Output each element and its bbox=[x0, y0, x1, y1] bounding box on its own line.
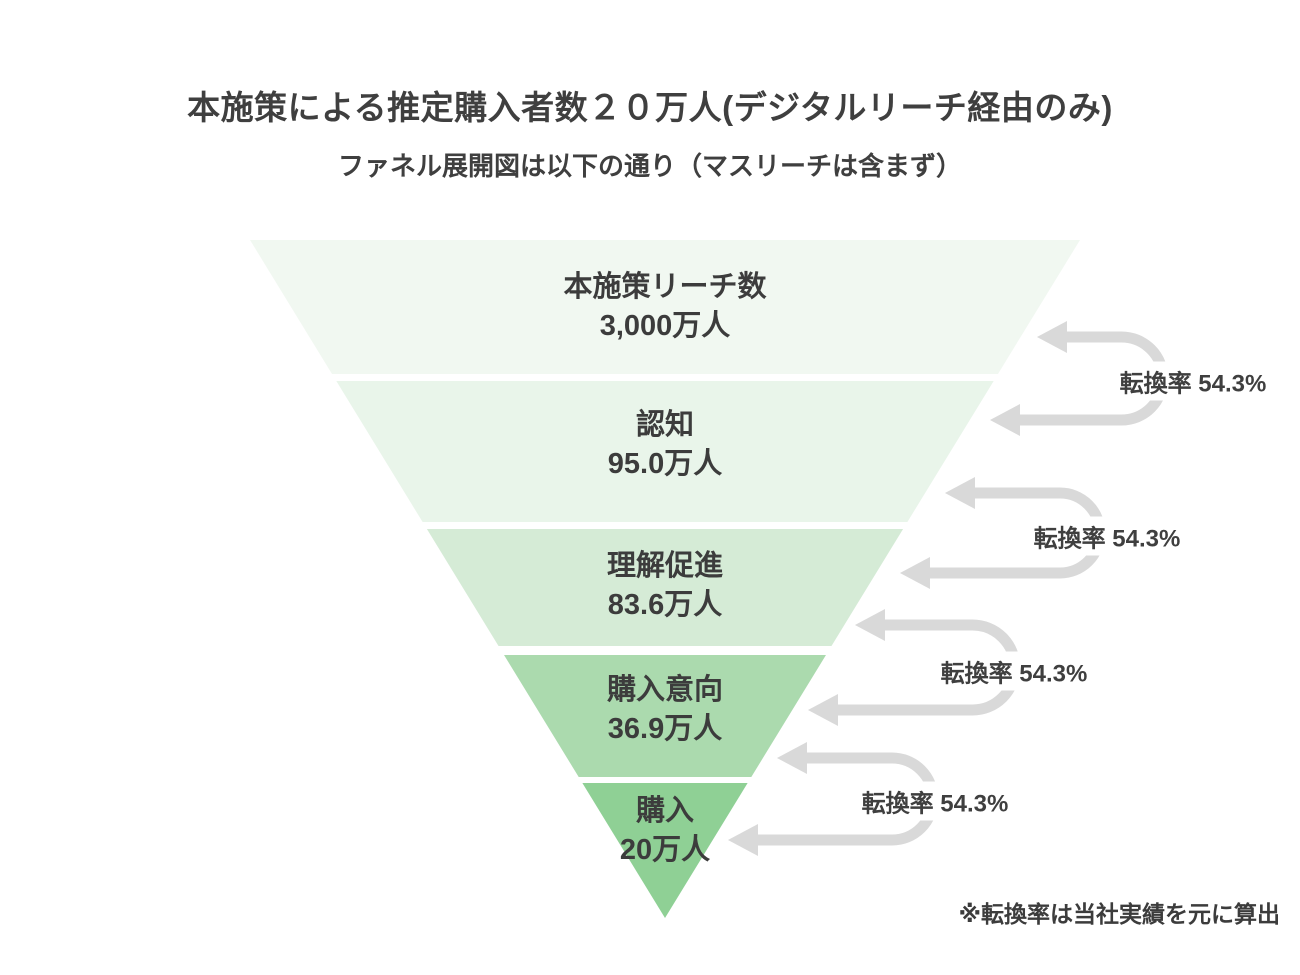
funnel-stage-text-2: 認知 95.0万人 bbox=[608, 406, 722, 484]
conversion-arrowhead-top-3 bbox=[855, 609, 885, 641]
funnel-stage-text-3: 理解促進 83.6万人 bbox=[607, 547, 723, 625]
conversion-rate-label-2: 転換率 54.3% bbox=[1028, 516, 1186, 556]
conversion-arrowhead-bottom-3 bbox=[808, 694, 838, 726]
footnote: ※転換率は当社実績を元に算出 bbox=[958, 901, 1280, 927]
stage-label: 理解促進 bbox=[606, 550, 724, 582]
stage-label: 購入 bbox=[635, 795, 695, 827]
page-subtitle: ファネル展開図は以下の通り（マスリーチは含まず） bbox=[337, 151, 962, 181]
conversion-rate-label-4: 転換率 54.3% bbox=[856, 781, 1014, 821]
stage-value: 36.9万人 bbox=[607, 713, 723, 745]
stage-value: 20万人 bbox=[619, 834, 711, 866]
funnel-stage-shape-2 bbox=[336, 381, 994, 522]
conversion-arrowhead-bottom-2 bbox=[900, 557, 930, 589]
stage-label: 本施策リーチ数 bbox=[563, 271, 767, 303]
conversion-rate-label-1: 転換率 54.3% bbox=[1114, 361, 1272, 401]
funnel-stage-shape-3 bbox=[426, 529, 904, 646]
conversion-rate-label-3: 転換率 54.3% bbox=[935, 651, 1093, 691]
conversion-arrowhead-top-1 bbox=[1037, 321, 1067, 353]
funnel-stage-shape-4 bbox=[504, 655, 826, 777]
page-title: 本施策による推定購入者数２０万人(デジタルリーチ経由のみ) bbox=[187, 89, 1113, 126]
funnel-stage-shape-1 bbox=[250, 240, 1080, 374]
funnel-stage-text-1: 本施策リーチ数 3,000万人 bbox=[563, 268, 766, 346]
stage-value: 3,000万人 bbox=[599, 310, 731, 342]
funnel-stage-text-4: 購入意向 36.9万人 bbox=[607, 671, 723, 749]
stage-label: 認知 bbox=[635, 409, 695, 441]
conversion-arrowhead-bottom-1 bbox=[990, 404, 1020, 436]
conversion-arrowhead-top-4 bbox=[777, 742, 807, 774]
funnel-stage-text-5: 購入 20万人 bbox=[620, 792, 710, 870]
conversion-arrowhead-bottom-4 bbox=[728, 824, 758, 856]
conversion-arrowhead-top-2 bbox=[945, 477, 975, 509]
stage-value: 95.0万人 bbox=[607, 448, 723, 480]
funnel-stage-shape-5 bbox=[582, 783, 748, 918]
stage-label: 購入意向 bbox=[606, 674, 724, 706]
stage-value: 83.6万人 bbox=[607, 589, 723, 621]
